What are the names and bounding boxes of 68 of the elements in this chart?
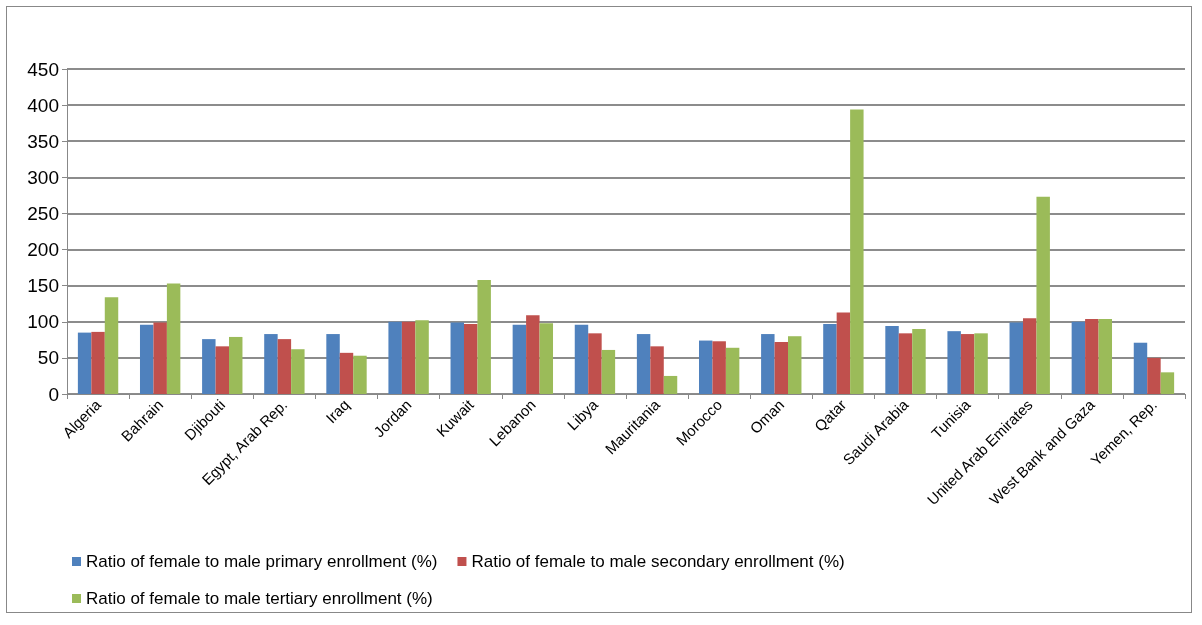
bar [153, 322, 167, 394]
bar [574, 324, 589, 394]
y-tick-label: 300 [27, 166, 59, 188]
legend-label: Ratio of female to male secondary enrollment (%) [471, 552, 845, 571]
bar [898, 333, 913, 394]
bar [650, 346, 664, 394]
bar [91, 331, 105, 394]
bar [353, 355, 367, 394]
bar [104, 297, 119, 394]
bar [326, 334, 340, 394]
legend-label: Ratio of female to male primary enrollment (%) [86, 552, 438, 571]
bar [291, 349, 305, 394]
bar [1071, 321, 1086, 394]
bar [401, 321, 416, 394]
bar [77, 332, 92, 394]
bar [215, 346, 230, 394]
y-tick-label: 350 [27, 130, 59, 152]
y-tick-label: 400 [27, 94, 59, 116]
y-tick-label: 250 [27, 202, 59, 224]
bar [202, 339, 216, 394]
bar [601, 349, 616, 394]
bar [166, 283, 181, 394]
bar [761, 334, 775, 394]
bar [1085, 318, 1099, 394]
bar [388, 321, 402, 394]
bar [1036, 196, 1050, 394]
bar [1022, 318, 1037, 394]
bar [1009, 322, 1023, 394]
bar [823, 323, 837, 394]
bar [339, 352, 354, 394]
bar [712, 341, 726, 394]
bar [588, 333, 602, 394]
bar [698, 340, 713, 394]
bar [947, 331, 961, 394]
bar [229, 336, 243, 394]
bar [526, 315, 540, 394]
bar [912, 329, 926, 394]
y-tick-label: 150 [27, 275, 59, 297]
y-tick-label: 0 [48, 383, 59, 405]
bar [539, 323, 554, 394]
bar [636, 334, 651, 394]
y-tick-label: 50 [37, 347, 59, 369]
bar [264, 334, 278, 394]
bar [788, 336, 802, 394]
bar [1160, 372, 1175, 394]
bar [774, 342, 789, 394]
bar [139, 324, 154, 394]
bar [450, 322, 464, 394]
bar [725, 347, 740, 394]
bar [415, 320, 429, 394]
bar [1133, 342, 1148, 394]
bar [463, 323, 478, 394]
bar [836, 312, 851, 394]
legend-label: Ratio of female to male tertiary enrollment (%) [86, 589, 433, 608]
bar [974, 333, 988, 394]
bar [277, 339, 292, 394]
bar [850, 109, 864, 394]
bar [512, 324, 527, 394]
y-tick-label: 450 [27, 58, 59, 80]
bar [885, 326, 899, 394]
bar [1098, 318, 1113, 394]
x-tick-label: Iraq [322, 395, 353, 427]
y-tick-label: 100 [27, 311, 59, 333]
bar [1147, 357, 1161, 394]
y-tick-label: 200 [27, 239, 59, 261]
bar [663, 375, 678, 394]
bar [477, 279, 491, 394]
bar [960, 334, 975, 394]
